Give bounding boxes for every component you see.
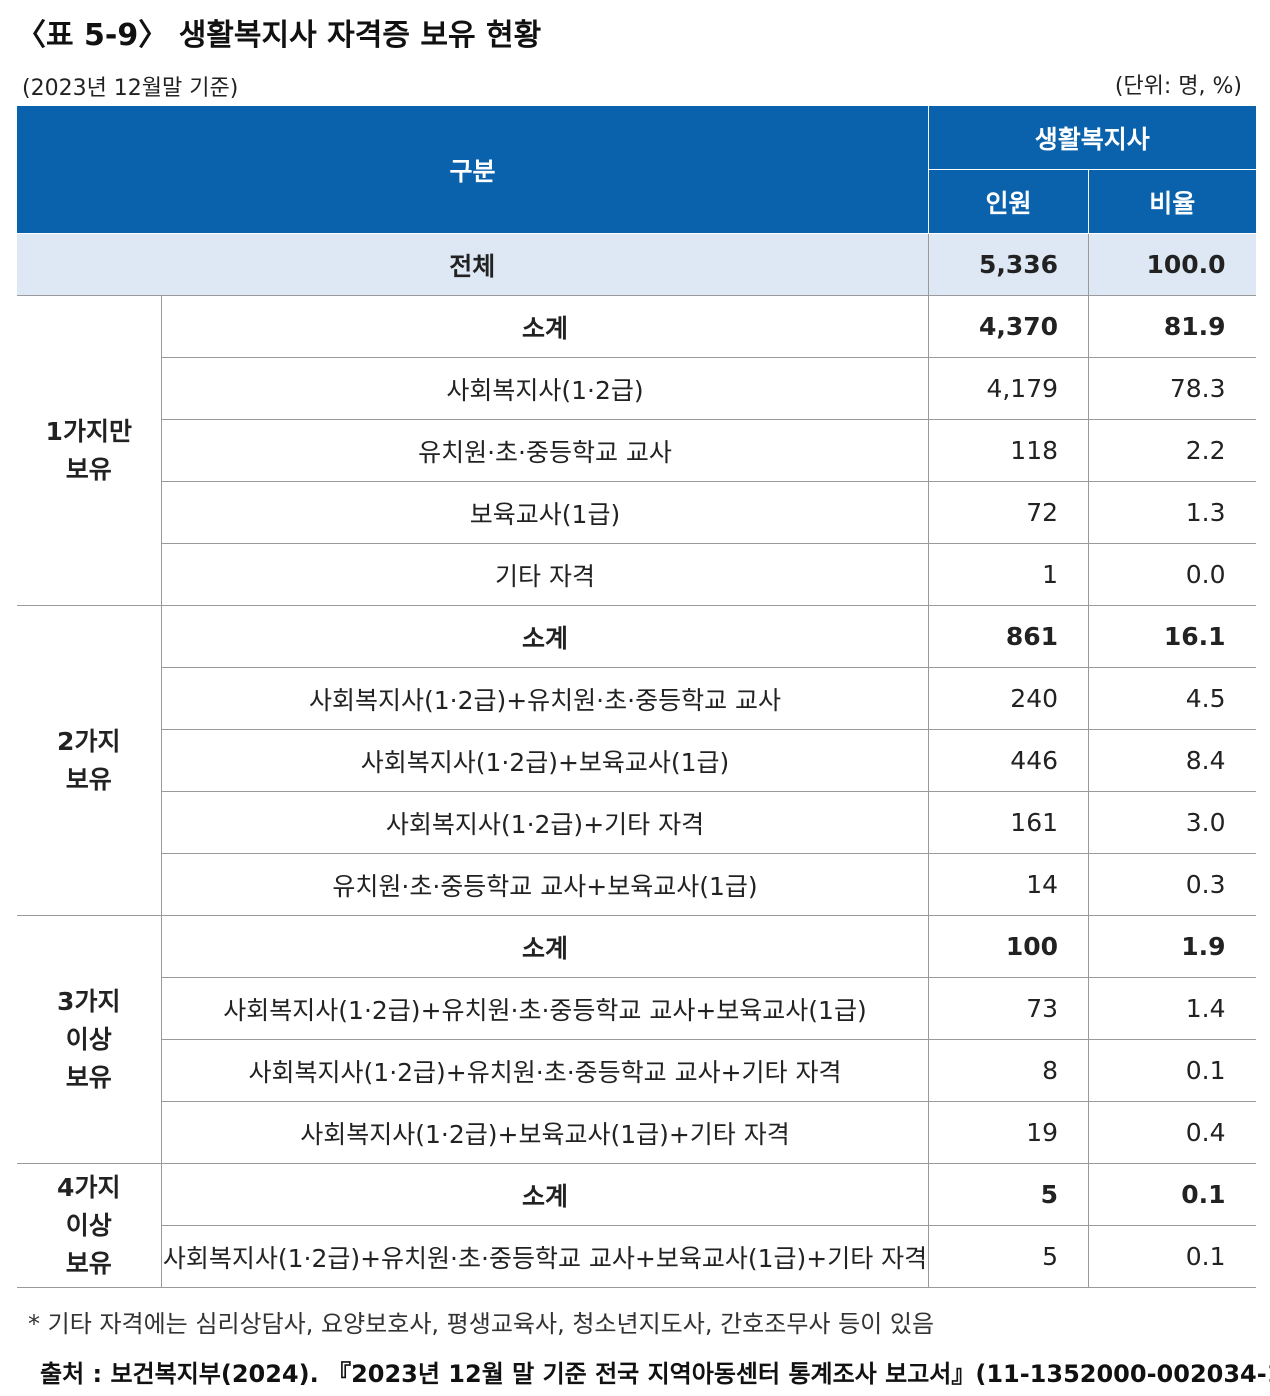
ratio-cell: 1.4 <box>1088 977 1256 1040</box>
count-cell: 19 <box>928 1101 1090 1164</box>
subtotal-row: 2가지 보유 소계 861 16.1 <box>16 605 1256 916</box>
row-label: 전체 <box>16 233 930 296</box>
group-label-line: 보유 <box>65 1062 112 1092</box>
row-label: 사회복지사(1·2급)+보육교사(1급)+기타 자격 <box>161 1101 930 1164</box>
group-label-line: 이상 <box>65 1210 112 1240</box>
ratio-cell: 0.1 <box>1088 1225 1256 1288</box>
row-label: 소계 <box>160 1163 930 1226</box>
data-row: 사회복지사(1·2급)+유치원·초·중등학교 교사+보육교사(1급)+기타 자격… <box>17 1225 1256 1288</box>
ratio-cell: 78.3 <box>1088 357 1256 420</box>
count-cell: 5,336 <box>928 233 1090 296</box>
data-row: 사회복지사(1·2급)+유치원·초·중등학교 교사+보육교사(1급) 73 1.4 <box>17 977 1256 1040</box>
ratio-cell: 81.9 <box>1088 295 1256 358</box>
group-label-line: 보유 <box>65 1248 112 1278</box>
group-label-line: 이상 <box>65 1024 112 1054</box>
footnote: * 기타 자격에는 심리상담사, 요양보호사, 평생교육사, 청소년지도사, 간… <box>28 1310 935 1338</box>
count-cell: 4,370 <box>928 295 1090 358</box>
data-row: 유치원·초·중등학교 교사 118 2.2 <box>17 419 1256 482</box>
data-row: 사회복지사(1·2급)+보육교사(1급)+기타 자격 19 0.4 <box>17 1101 1256 1164</box>
data-row: 사회복지사(1·2급)+유치원·초·중등학교 교사 240 4.5 <box>17 667 1256 730</box>
group-label-line: 보유 <box>65 454 112 484</box>
header-cell: 구분 <box>15 105 930 234</box>
row-label: 소계 <box>160 295 930 358</box>
count-cell: 118 <box>928 419 1090 482</box>
count-cell: 72 <box>928 481 1090 544</box>
unit: (단위: 명, %) <box>1114 74 1242 99</box>
data-row: 사회복지사(1·2급)+기타 자격 161 3.0 <box>17 791 1256 854</box>
group-label-line: 3가지 <box>57 986 121 1016</box>
title: 〈표 5-9〉 생활복지사 자격증 보유 현황 <box>16 18 542 53</box>
row-label: 소계 <box>160 915 930 978</box>
row-label: 사회복지사(1·2급)+기타 자격 <box>161 791 930 854</box>
row-label: 기타 자격 <box>161 543 930 606</box>
subtotal-row: 4가지 이상 보유 소계 5 0.1 <box>16 1163 1256 1288</box>
ratio-cell: 3.0 <box>1088 791 1256 854</box>
ratio-cell: 1.9 <box>1088 915 1256 978</box>
row-label: 사회복지사(1·2급)+유치원·초·중등학교 교사+기타 자격 <box>161 1039 930 1102</box>
count-cell: 861 <box>928 605 1090 668</box>
count-cell: 161 <box>928 791 1090 854</box>
header-row: 구분 생활복지사 <box>15 105 1256 234</box>
row-label: 소계 <box>160 605 930 668</box>
data-row: 기타 자격 1 0.0 <box>17 543 1256 606</box>
row-label: 유치원·초·중등학교 교사+보육교사(1급) <box>161 853 930 916</box>
header-cell: 인원 <box>928 169 1090 234</box>
ratio-cell: 0.4 <box>1088 1101 1256 1164</box>
row-label: 사회복지사(1·2급)+보육교사(1급) <box>161 729 930 792</box>
ratio-cell: 4.5 <box>1088 667 1256 730</box>
data-row: 보육교사(1급) 72 1.3 <box>17 481 1256 544</box>
group-label-line: 보유 <box>65 764 112 794</box>
row-label: 사회복지사(1·2급)+유치원·초·중등학교 교사+보육교사(1급) <box>161 977 930 1040</box>
source: 출처 : 보건복지부(2024). 『2023년 12월 말 기준 전국 지역아… <box>40 1360 1270 1388</box>
ratio-cell: 8.4 <box>1088 729 1256 792</box>
data-row: 유치원·초·중등학교 교사+보육교사(1급) 14 0.3 <box>17 853 1256 916</box>
ratio-cell: 0.1 <box>1088 1163 1256 1226</box>
data-row: 사회복지사(1·2급)+유치원·초·중등학교 교사+기타 자격 8 0.1 <box>17 1039 1256 1102</box>
data-row: 사회복지사(1·2급) 4,179 78.3 <box>17 357 1256 420</box>
count-cell: 5 <box>928 1225 1090 1288</box>
group-label-line: 1가지만 <box>45 416 132 446</box>
row-label: 사회복지사(1·2급)+유치원·초·중등학교 교사 <box>161 667 930 730</box>
count-cell: 446 <box>928 729 1090 792</box>
subtotal-row: 3가지 이상 보유 소계 100 1.9 <box>16 915 1256 1164</box>
row-label: 유치원·초·중등학교 교사 <box>161 419 930 482</box>
ratio-cell: 16.1 <box>1088 605 1256 668</box>
total-row: 전체 5,336 100.0 <box>16 233 1256 296</box>
row-label: 사회복지사(1·2급)+유치원·초·중등학교 교사+보육교사(1급)+기타 자격 <box>161 1225 930 1288</box>
table: 구분 생활복지사 인원 비율 전체 5,336 100.0 1가지만 보유 소계 4,370 81.9… <box>15 105 1256 1288</box>
ratio-cell: 1.3 <box>1088 481 1256 544</box>
header-cell: 생활복지사 <box>928 105 1256 170</box>
group-label-line: 2가지 <box>57 726 121 756</box>
count-cell: 73 <box>928 977 1090 1040</box>
ratio-cell: 2.2 <box>1088 419 1256 482</box>
ratio-cell: 0.0 <box>1088 543 1256 606</box>
header-cell: 비율 <box>1088 169 1256 234</box>
data-row: 사회복지사(1·2급)+보육교사(1급) 446 8.4 <box>17 729 1256 792</box>
row-label: 사회복지사(1·2급) <box>161 357 930 420</box>
count-cell: 4,179 <box>928 357 1090 420</box>
subtotal-row: 1가지만 보유 소계 4,370 81.9 <box>16 295 1256 606</box>
count-cell: 1 <box>928 543 1090 606</box>
count-cell: 8 <box>928 1039 1090 1102</box>
count-cell: 240 <box>928 667 1090 730</box>
ratio-cell: 0.3 <box>1088 853 1256 916</box>
ratio-cell: 0.1 <box>1088 1039 1256 1102</box>
row-label: 보육교사(1급) <box>161 481 930 544</box>
count-cell: 5 <box>928 1163 1090 1226</box>
basis-date: (2023년 12월말 기준) <box>22 76 239 101</box>
ratio-cell: 100.0 <box>1088 233 1256 296</box>
count-cell: 14 <box>928 853 1090 916</box>
group-label-line: 4가지 <box>57 1172 121 1202</box>
count-cell: 100 <box>928 915 1090 978</box>
